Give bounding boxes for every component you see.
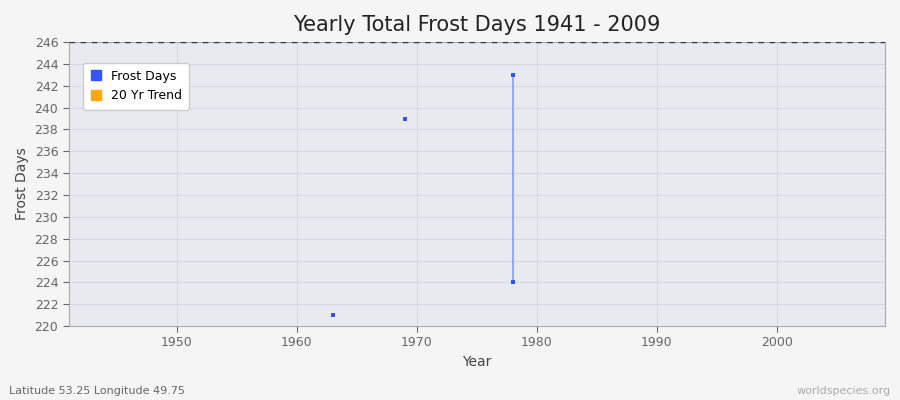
- X-axis label: Year: Year: [463, 355, 491, 369]
- Point: [398, 115, 412, 122]
- Point: [326, 312, 340, 318]
- Point: [506, 72, 520, 78]
- Y-axis label: Frost Days: Frost Days: [15, 148, 29, 220]
- Title: Yearly Total Frost Days 1941 - 2009: Yearly Total Frost Days 1941 - 2009: [293, 15, 661, 35]
- Legend: Frost Days, 20 Yr Trend: Frost Days, 20 Yr Trend: [83, 62, 189, 110]
- Point: [506, 279, 520, 286]
- Text: worldspecies.org: worldspecies.org: [796, 386, 891, 396]
- Text: Latitude 53.25 Longitude 49.75: Latitude 53.25 Longitude 49.75: [9, 386, 185, 396]
